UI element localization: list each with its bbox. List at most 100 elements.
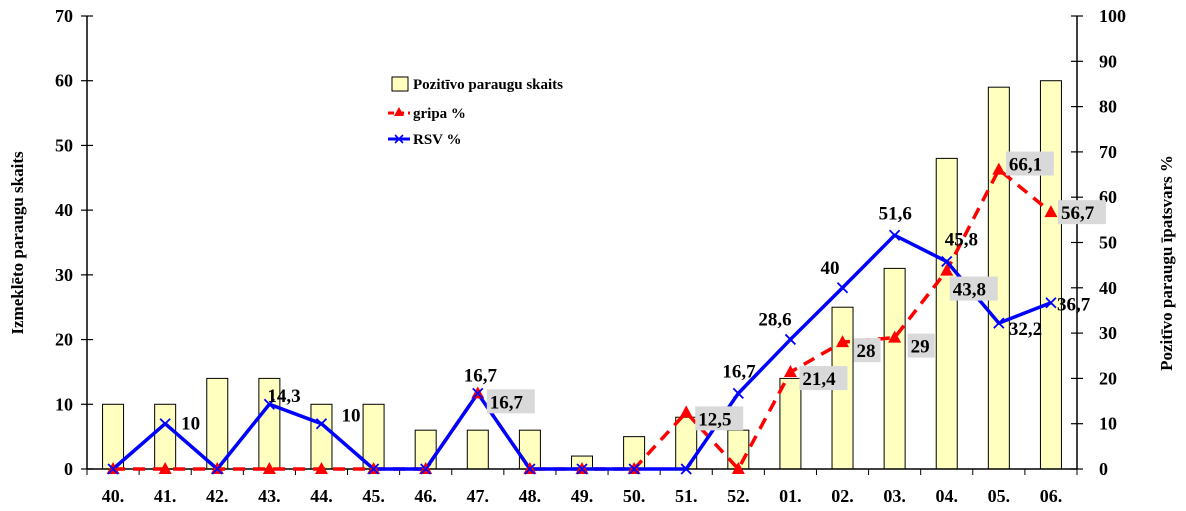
right-axis-title: Pozitīvo paraugu īpatsvars %: [1157, 155, 1176, 371]
x-tick-label: 45.: [362, 486, 385, 506]
right-tick-label: 50: [1099, 233, 1117, 253]
data-label: 66,1: [1009, 155, 1042, 176]
data-label: 51,6: [879, 203, 912, 224]
triangle-marker: [836, 335, 850, 348]
data-label: 10: [181, 414, 200, 435]
legend-marker-gripa: [394, 107, 404, 116]
legend-label: RSV %: [413, 132, 462, 148]
x-tick-label: 49.: [571, 486, 594, 506]
data-label: 29: [911, 337, 930, 358]
x-tick-label: 46.: [414, 486, 437, 506]
x-tick-label: 41.: [154, 486, 177, 506]
x-marker: [732, 387, 744, 399]
legend-marker-rsv: [394, 134, 404, 144]
axes: 010203040506070010203040506070809010040.…: [8, 6, 1176, 506]
legend-label: gripa %: [413, 106, 466, 122]
x-marker: [263, 398, 276, 410]
data-label-box: [949, 276, 998, 301]
data-label: 43,8: [953, 280, 986, 301]
right-tick-label: 80: [1099, 97, 1117, 117]
left-tick-label: 60: [55, 71, 73, 91]
x-tick-label: 03.: [883, 486, 906, 506]
x-marker: [159, 418, 171, 430]
x-marker: [472, 387, 484, 399]
left-axis-title: Izmeklēto paraugu skaits: [8, 151, 27, 335]
bar: [883, 267, 906, 470]
bar-series: [102, 80, 1062, 470]
line-series: [106, 162, 1058, 475]
x-marker: [315, 418, 328, 430]
triangle-marker: [158, 462, 172, 474]
triangle-marker: [888, 330, 902, 343]
x-tick-label: 52.: [727, 486, 750, 506]
data-label: 16,7: [464, 365, 498, 386]
bar: [154, 403, 177, 470]
x-marker: [576, 463, 588, 475]
data-label: 12,5: [698, 409, 731, 430]
x-tick-label: 43.: [258, 486, 281, 506]
x-marker: [680, 463, 692, 475]
bar: [310, 403, 333, 470]
right-tick-label: 70: [1099, 142, 1117, 162]
data-label: 56,7: [1061, 203, 1095, 224]
data-label: 21,4: [802, 369, 836, 390]
x-tick-label: 50.: [623, 486, 646, 506]
data-label: 36,7: [1057, 295, 1091, 316]
x-tick-label: 40.: [102, 486, 125, 506]
data-label: 10: [341, 406, 360, 427]
bar: [779, 377, 802, 470]
x-marker: [941, 255, 953, 268]
data-label-box: [486, 389, 535, 414]
bar: [1039, 80, 1062, 470]
data-label: 40: [821, 258, 840, 279]
x-marker: [628, 463, 640, 475]
triangle-marker: [679, 405, 693, 418]
bar: [206, 377, 229, 470]
right-tick-label: 90: [1099, 51, 1117, 71]
data-label: 14,3: [267, 386, 300, 407]
data-label-box: [799, 366, 848, 391]
data-label: 28,6: [758, 309, 791, 330]
data-label-box: [1005, 151, 1054, 176]
left-tick-label: 70: [55, 6, 73, 26]
triangle-marker: [262, 462, 276, 474]
triangle-marker: [992, 162, 1006, 175]
x-tick-label: 42.: [206, 486, 229, 506]
x-marker: [107, 463, 119, 475]
x-marker: [367, 463, 380, 475]
right-tick-label: 40: [1099, 278, 1117, 298]
x-tick-label: 01.: [779, 486, 802, 506]
data-labels: 16,7 12,5 21,4 28 29 43,8 66,1 56,7 10 14,3 10 16,7…: [181, 151, 1106, 435]
data-label-box: [907, 333, 935, 358]
x-marker: [420, 463, 432, 475]
data-label-box: [695, 406, 744, 431]
x-tick-label: 05.: [988, 486, 1011, 506]
right-tick-label: 0: [1099, 459, 1108, 479]
left-tick-label: 20: [55, 330, 73, 350]
x-tick-label: 48.: [519, 486, 542, 506]
triangle-marker: [940, 263, 954, 276]
right-tick-label: 100: [1099, 6, 1126, 26]
triangle-marker: [783, 365, 797, 378]
right-tick-label: 30: [1099, 323, 1117, 343]
data-label: 28: [857, 341, 876, 362]
bar: [362, 403, 385, 470]
x-marker: [993, 317, 1005, 329]
data-label: 32,2: [1009, 319, 1042, 340]
data-label: 45,8: [945, 230, 978, 251]
left-tick-label: 50: [55, 135, 73, 155]
triangle-marker: [314, 462, 328, 474]
x-tick-label: 06.: [1040, 486, 1063, 506]
x-marker: [524, 463, 536, 475]
right-tick-label: 20: [1099, 368, 1117, 388]
x-tick-label: 44.: [310, 486, 333, 506]
legend-label: Pozitīvo paraugu skaits: [413, 77, 563, 93]
data-label: 16,7: [722, 361, 756, 382]
triangle-marker: [1044, 205, 1058, 218]
x-marker: [836, 282, 849, 294]
data-label: 16,7: [490, 392, 524, 413]
legend-swatch-bars: [391, 76, 409, 92]
left-tick-label: 40: [55, 200, 73, 220]
left-tick-label: 0: [64, 459, 73, 479]
